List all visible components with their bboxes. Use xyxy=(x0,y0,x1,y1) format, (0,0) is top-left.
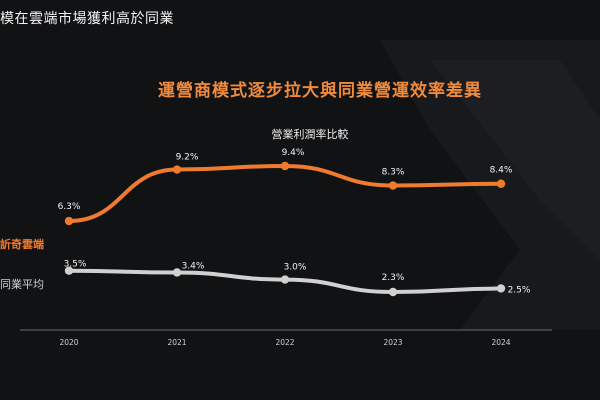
chart-title: 營業利潤率比較 xyxy=(271,128,349,141)
x-tick-label: 2021 xyxy=(167,338,186,347)
x-tick-label: 2020 xyxy=(59,338,78,347)
data-point xyxy=(64,216,74,226)
data-point xyxy=(388,287,398,297)
x-tick-label: 2024 xyxy=(491,338,510,347)
data-label: 2.5% xyxy=(508,285,531,295)
data-point xyxy=(496,179,506,188)
series-line-0 xyxy=(67,163,503,224)
data-point xyxy=(280,275,290,284)
data-label: 2.3% xyxy=(382,273,405,283)
x-tick-label: 2023 xyxy=(383,338,402,347)
data-label: 9.2% xyxy=(176,153,199,163)
data-point xyxy=(280,161,290,171)
series-label-0: 訢奇雲端 xyxy=(0,238,44,251)
series-label-1: 同業平均 xyxy=(0,277,44,291)
data-label: 3.0% xyxy=(284,263,307,273)
x-tick-label: 2022 xyxy=(275,338,294,347)
chart-headline: 運營商模式逐步拉大與同業營運效率差異 xyxy=(158,81,482,101)
data-label: 3.5% xyxy=(64,260,87,270)
data-point xyxy=(172,268,182,277)
data-point xyxy=(496,284,506,293)
data-label: 8.3% xyxy=(382,168,405,178)
data-label: 3.4% xyxy=(182,261,205,271)
data-label: 9.4% xyxy=(282,148,305,158)
data-point xyxy=(172,165,182,174)
page-title: 模在雲端市場獲利高於同業 xyxy=(0,11,174,27)
data-label: 8.4% xyxy=(490,166,513,176)
data-point xyxy=(388,181,398,190)
data-point xyxy=(64,266,74,275)
data-label: 6.3% xyxy=(58,202,81,212)
